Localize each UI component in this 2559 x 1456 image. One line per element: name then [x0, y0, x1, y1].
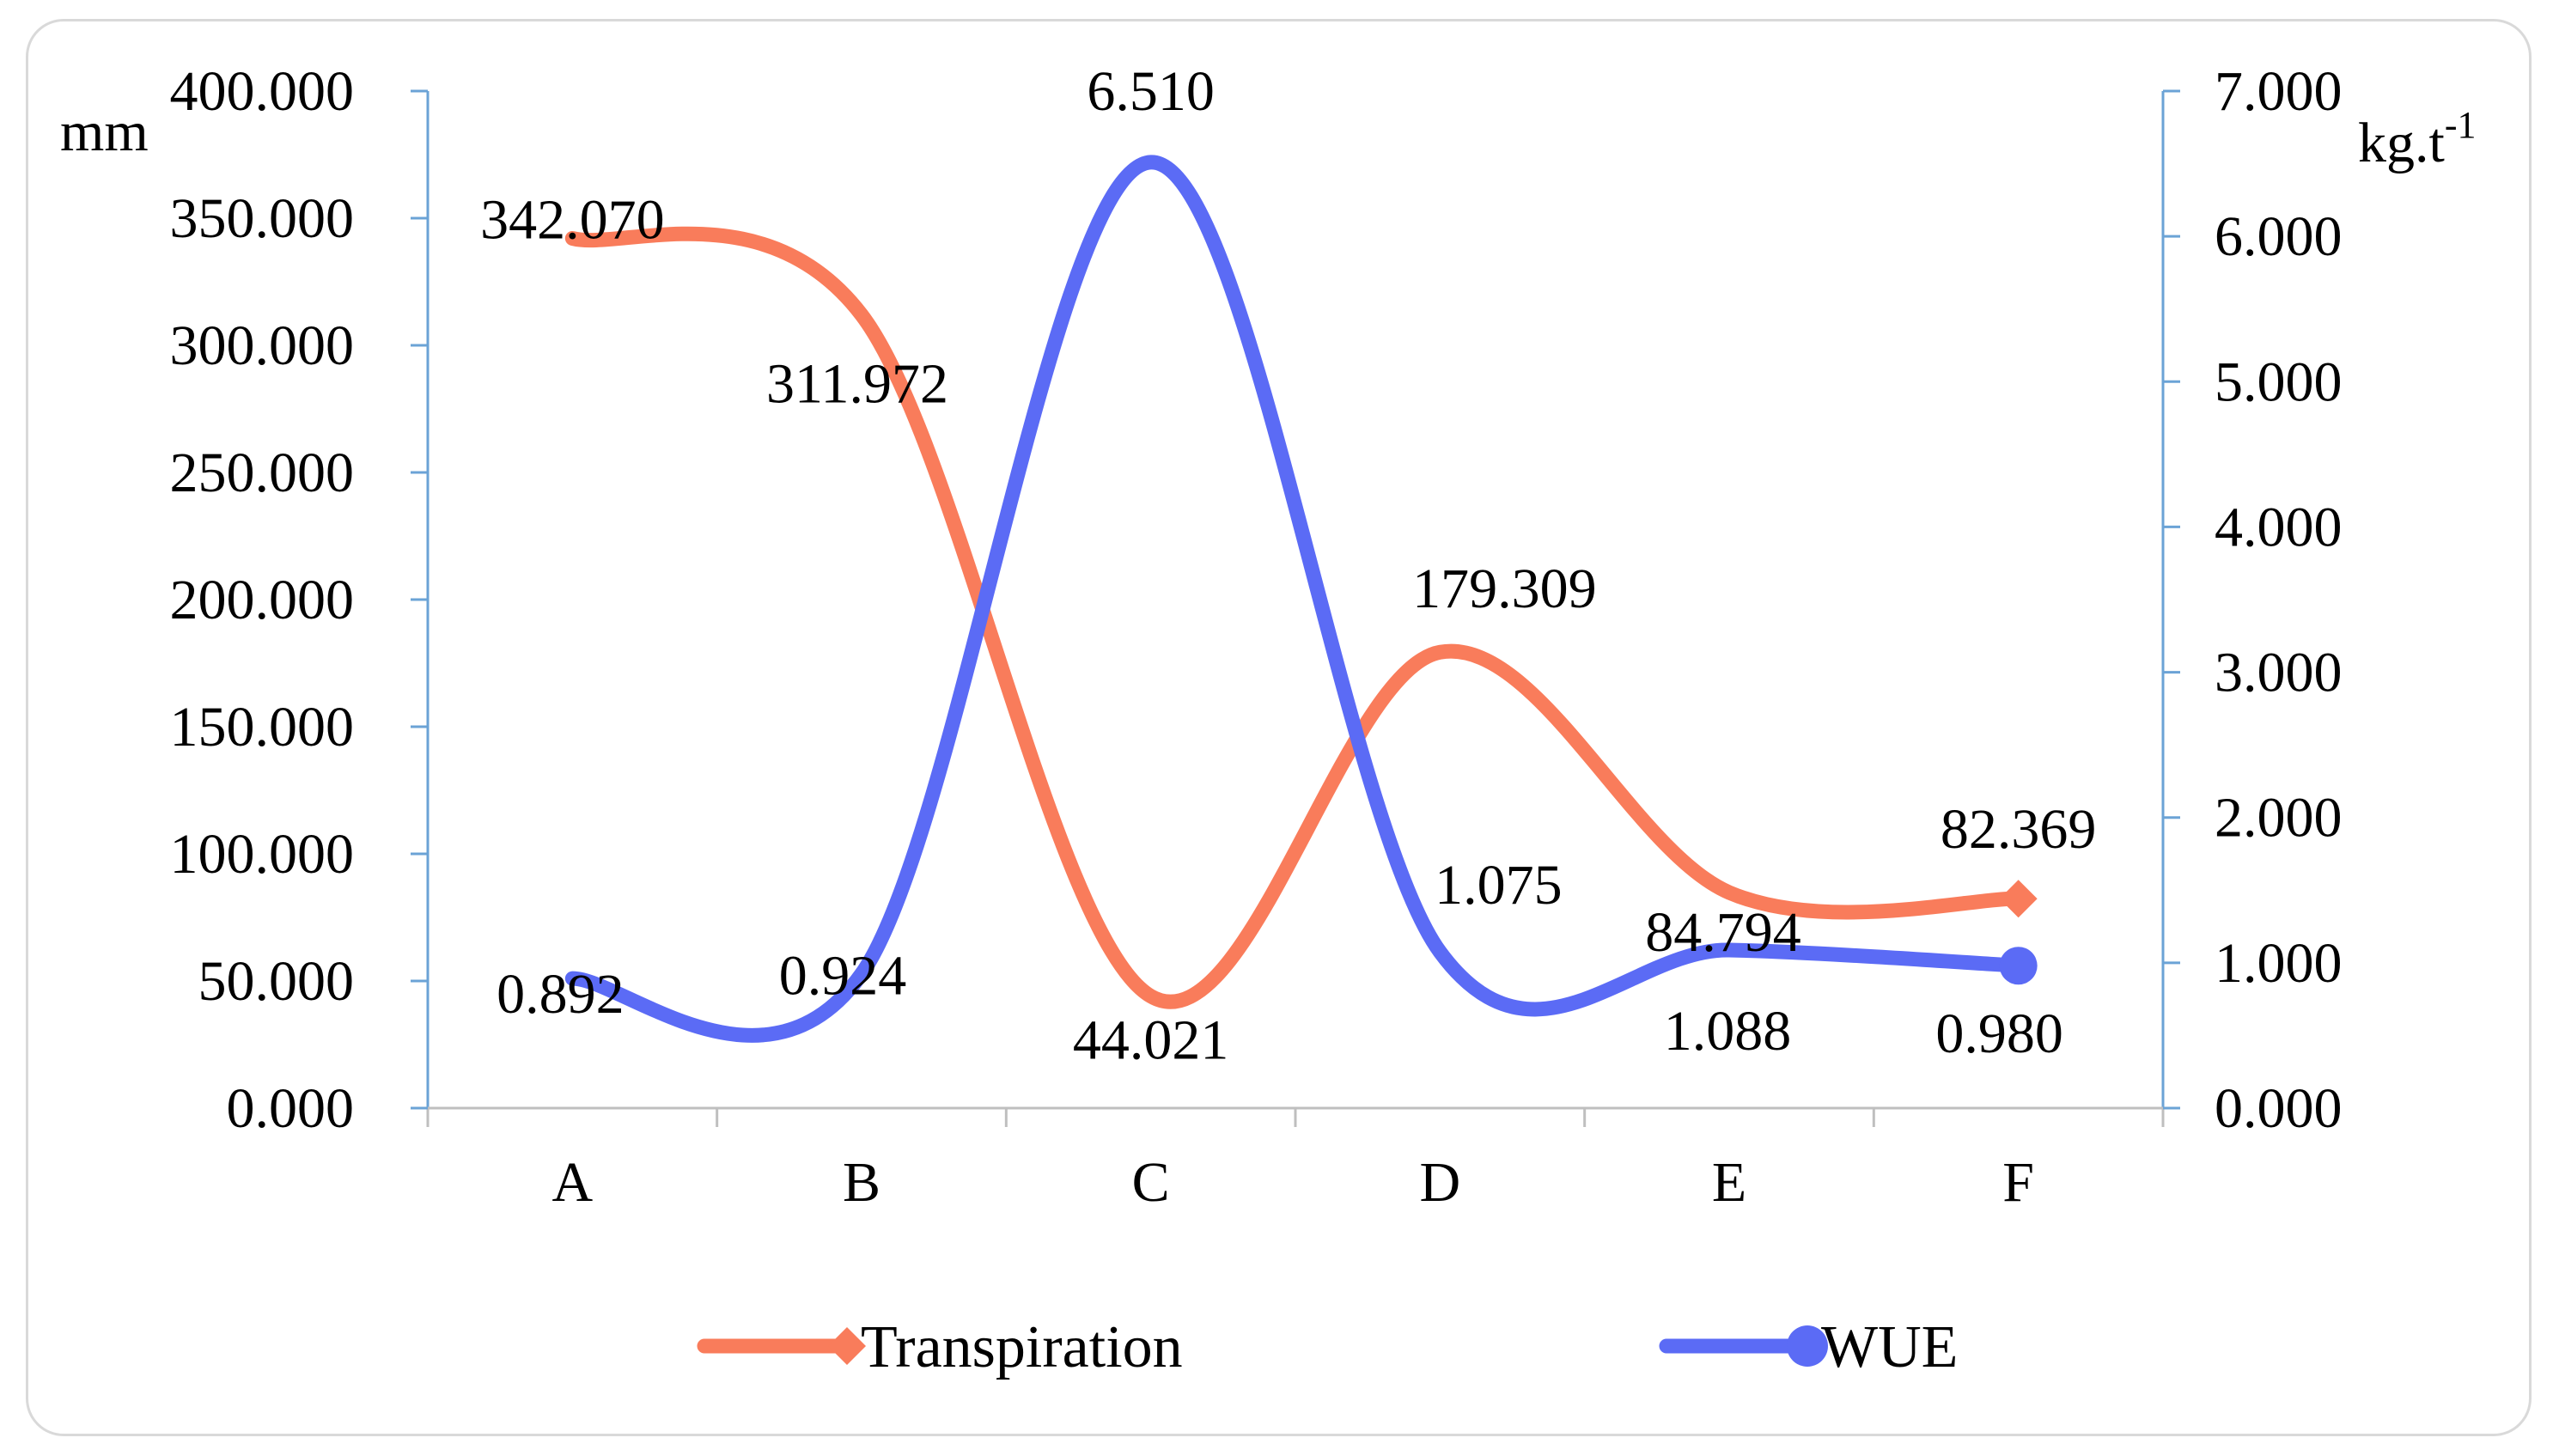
x-axis-categories: A B C D E F	[551, 1151, 2034, 1214]
series-lines	[564, 155, 2038, 1043]
data-label-wue: 0.892	[497, 963, 625, 1026]
data-label-transpiration: 311.972	[766, 353, 948, 416]
axes	[426, 91, 2165, 1127]
left-axis-ticks: 0.000 50.000 100.000 150.000 200.000 250.000 3…	[170, 60, 428, 1140]
data-labels: 342.070 311.972 44.021 179.309 84.794 82.369 0…	[480, 60, 2096, 1072]
right-axis-unit-superscript: -1	[2445, 104, 2477, 146]
right-tick-label: 2.000	[2215, 787, 2343, 850]
left-tick-label: 100.000	[170, 823, 355, 886]
x-category-label: A	[551, 1151, 593, 1214]
left-tick-label: 250.000	[170, 442, 355, 504]
x-category-label: E	[1712, 1151, 1746, 1214]
series-marker-wue	[1999, 947, 2038, 985]
left-tick-label: 300.000	[170, 314, 355, 377]
legend-marker-wue	[1787, 1325, 1828, 1367]
data-label-wue: 0.980	[1935, 1002, 2063, 1065]
right-tick-label: 3.000	[2215, 642, 2343, 704]
left-tick-label: 400.000	[170, 60, 355, 123]
legend-label-transpiration: Transpiration	[861, 1314, 1183, 1380]
legend-marker-transpiration	[828, 1327, 866, 1365]
right-axis-unit-base: kg.t	[2358, 112, 2445, 174]
left-axis-unit: mm	[60, 101, 149, 163]
data-label-transpiration: 44.021	[1073, 1009, 1229, 1072]
data-label-transpiration: 179.309	[1412, 557, 1597, 620]
data-label-transpiration: 82.369	[1941, 798, 2097, 861]
right-tick-label: 1.000	[2215, 932, 2343, 995]
legend: Transpiration WUE	[697, 1314, 1958, 1380]
right-axis-unit: kg.t-1	[2358, 104, 2477, 174]
right-tick-label: 7.000	[2215, 60, 2343, 123]
left-tick-label: 350.000	[170, 187, 355, 250]
right-axis-ticks: 0.000 1.000 2.000 3.000 4.000 5.000 6.000 7.000	[2163, 60, 2343, 1140]
x-category-label: D	[1419, 1151, 1460, 1214]
data-label-wue: 1.075	[1435, 854, 1563, 917]
series-line-transpiration	[564, 226, 2026, 1009]
data-label-wue: 6.510	[1087, 60, 1215, 123]
left-tick-label: 50.000	[198, 950, 355, 1013]
legend-label-wue: WUE	[1821, 1314, 1958, 1380]
chart-frame	[26, 19, 2532, 1436]
data-label-wue: 1.088	[1664, 1000, 1792, 1063]
right-tick-label: 5.000	[2215, 350, 2343, 413]
right-tick-label: 6.000	[2215, 205, 2343, 268]
right-tick-label: 0.000	[2215, 1077, 2343, 1140]
series-marker-transpiration	[1999, 880, 2038, 918]
left-tick-label: 0.000	[227, 1077, 355, 1140]
data-label-transpiration: 342.070	[480, 188, 665, 251]
data-label-wue: 0.924	[779, 945, 907, 1008]
left-tick-label: 200.000	[170, 569, 355, 631]
x-category-label: C	[1132, 1151, 1170, 1214]
data-label-transpiration: 84.794	[1645, 901, 1801, 964]
x-category-label: B	[843, 1151, 880, 1214]
x-category-label: F	[2002, 1151, 2034, 1214]
right-tick-label: 4.000	[2215, 496, 2343, 558]
left-tick-label: 150.000	[170, 696, 355, 758]
series-line-wue	[564, 155, 2026, 1043]
